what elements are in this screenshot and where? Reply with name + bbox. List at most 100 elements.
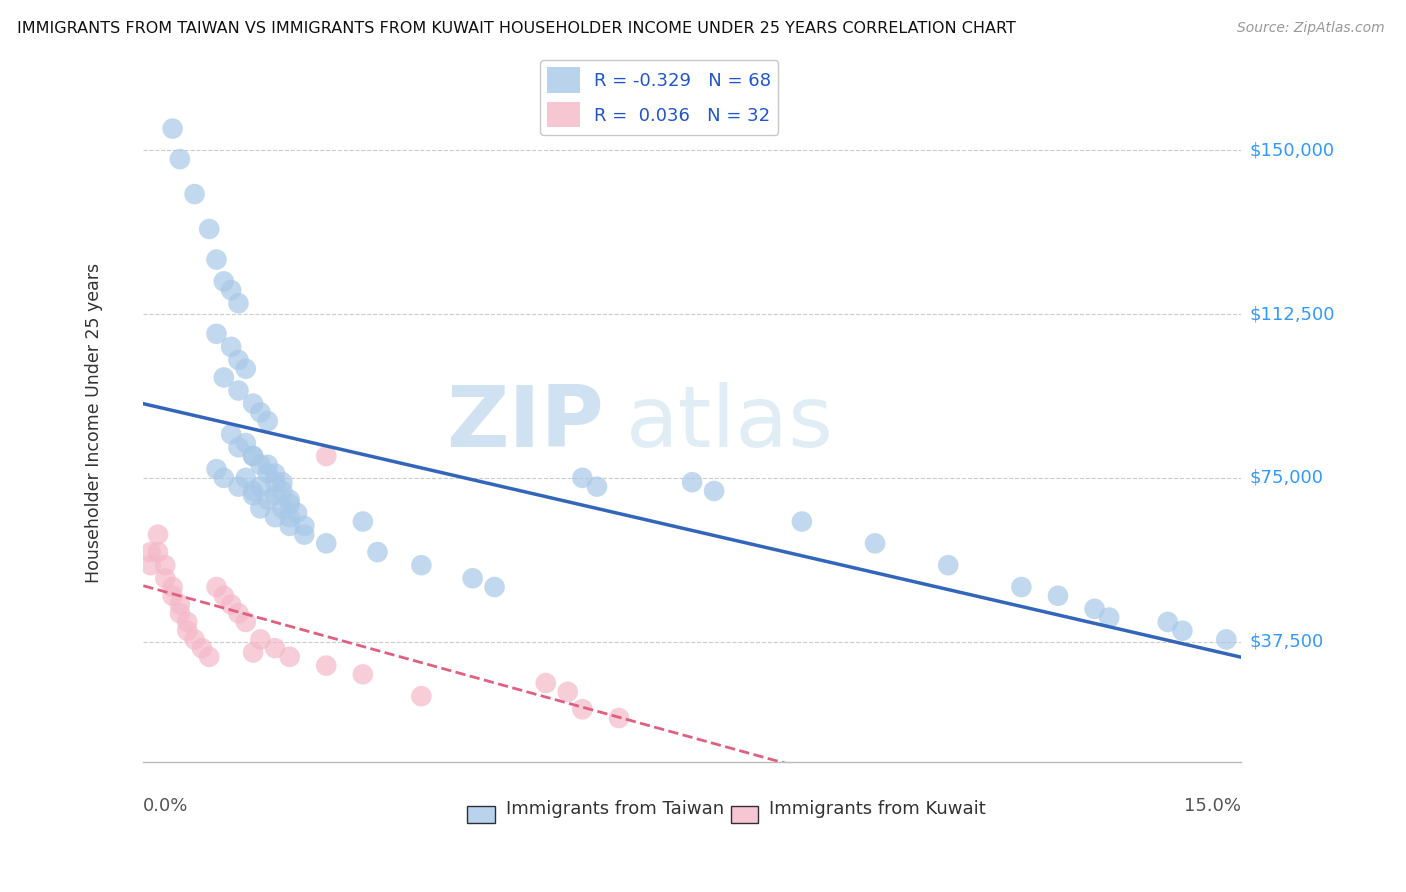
Text: atlas: atlas	[626, 382, 834, 465]
Text: Immigrants from Kuwait: Immigrants from Kuwait	[769, 800, 986, 818]
Point	[278, 519, 301, 533]
Point	[411, 689, 433, 703]
Point	[292, 519, 315, 533]
Point	[205, 462, 228, 476]
Text: ZIP: ZIP	[447, 382, 605, 465]
Point	[219, 283, 242, 297]
FancyBboxPatch shape	[467, 805, 495, 822]
Point	[256, 467, 278, 481]
Point	[235, 615, 257, 629]
Point	[571, 471, 593, 485]
Point	[146, 527, 169, 541]
Point	[183, 632, 205, 647]
Point	[484, 580, 506, 594]
Point	[352, 667, 374, 681]
Text: $112,500: $112,500	[1250, 305, 1334, 323]
Point	[703, 483, 725, 498]
Point	[242, 449, 264, 463]
Point	[264, 488, 287, 502]
Point	[139, 545, 162, 559]
Point	[169, 152, 191, 166]
Point	[607, 711, 630, 725]
Point	[235, 361, 257, 376]
Point	[256, 492, 278, 507]
Text: 0.0%: 0.0%	[143, 797, 188, 814]
Point	[212, 274, 235, 288]
Point	[936, 558, 959, 573]
Point	[242, 488, 264, 502]
Point	[146, 545, 169, 559]
Point	[264, 475, 287, 490]
FancyBboxPatch shape	[731, 805, 758, 822]
Point	[1010, 580, 1032, 594]
Point	[411, 558, 433, 573]
Point	[242, 483, 264, 498]
Point	[235, 471, 257, 485]
Point	[285, 506, 308, 520]
Point	[264, 467, 287, 481]
Point	[176, 615, 198, 629]
Point	[191, 641, 214, 656]
Text: 15.0%: 15.0%	[1184, 797, 1241, 814]
Point	[155, 571, 177, 585]
Point	[205, 326, 228, 341]
Point	[271, 475, 294, 490]
Point	[534, 676, 557, 690]
Legend: R = -0.329   N = 68, R =  0.036   N = 32: R = -0.329 N = 68, R = 0.036 N = 32	[540, 60, 779, 135]
Point	[1171, 624, 1194, 638]
Point	[219, 340, 242, 354]
Point	[155, 558, 177, 573]
Point	[1157, 615, 1180, 629]
Point	[249, 458, 271, 472]
Point	[162, 580, 184, 594]
Point	[249, 480, 271, 494]
Point	[366, 545, 388, 559]
Point	[278, 649, 301, 664]
Text: $150,000: $150,000	[1250, 142, 1334, 160]
Point	[790, 515, 813, 529]
Point	[571, 702, 593, 716]
Point	[169, 598, 191, 612]
Point	[212, 370, 235, 384]
Point	[228, 353, 250, 368]
Point	[139, 558, 162, 573]
Point	[256, 414, 278, 428]
Text: Immigrants from Taiwan: Immigrants from Taiwan	[506, 800, 724, 818]
Point	[586, 480, 609, 494]
Point	[256, 458, 278, 472]
Point	[264, 510, 287, 524]
Point	[162, 589, 184, 603]
Point	[176, 624, 198, 638]
Point	[315, 658, 337, 673]
Point	[235, 436, 257, 450]
Text: IMMIGRANTS FROM TAIWAN VS IMMIGRANTS FROM KUWAIT HOUSEHOLDER INCOME UNDER 25 YEA: IMMIGRANTS FROM TAIWAN VS IMMIGRANTS FRO…	[17, 21, 1015, 36]
Point	[228, 440, 250, 454]
Point	[219, 598, 242, 612]
Point	[278, 492, 301, 507]
Point	[292, 527, 315, 541]
Point	[315, 536, 337, 550]
Point	[169, 606, 191, 620]
Point	[461, 571, 484, 585]
Text: Source: ZipAtlas.com: Source: ZipAtlas.com	[1237, 21, 1385, 35]
Point	[249, 632, 271, 647]
Point	[228, 384, 250, 398]
Point	[242, 646, 264, 660]
Point	[1084, 602, 1107, 616]
Point	[212, 471, 235, 485]
Point	[249, 501, 271, 516]
Point	[183, 187, 205, 202]
Point	[315, 449, 337, 463]
Point	[198, 222, 221, 236]
Point	[198, 649, 221, 664]
Point	[228, 480, 250, 494]
Point	[278, 497, 301, 511]
Point	[212, 589, 235, 603]
Point	[1215, 632, 1237, 647]
Point	[264, 641, 287, 656]
Point	[681, 475, 703, 490]
Point	[242, 397, 264, 411]
Text: Householder Income Under 25 years: Householder Income Under 25 years	[84, 263, 103, 583]
Point	[352, 515, 374, 529]
Point	[271, 483, 294, 498]
